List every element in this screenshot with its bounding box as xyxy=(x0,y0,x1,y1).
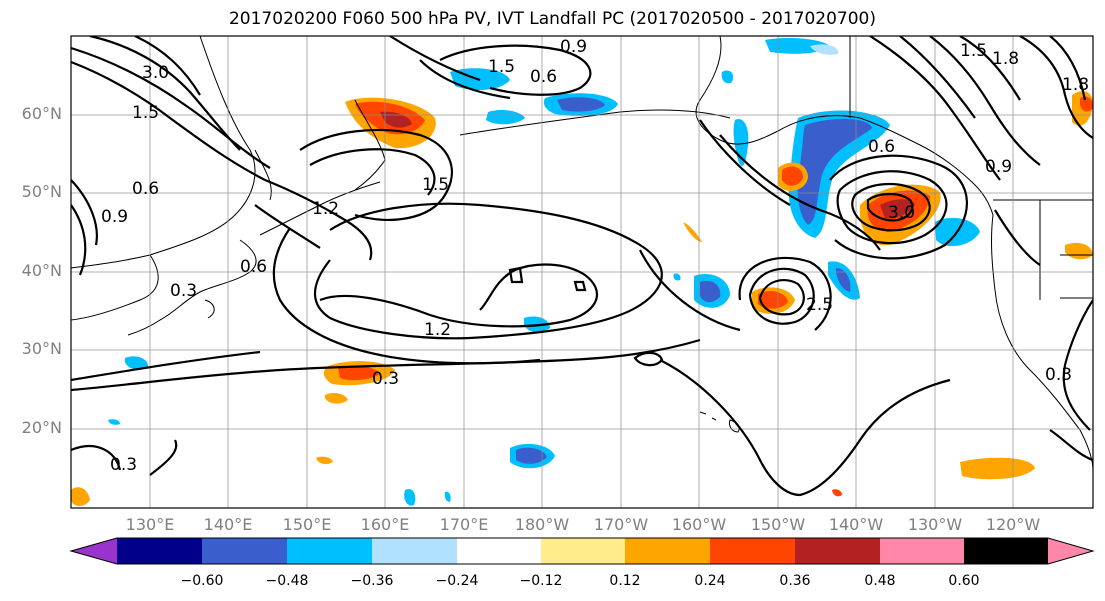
contour-label: 1.5 xyxy=(422,175,449,195)
contour-label: 1.8 xyxy=(992,49,1019,69)
lon-label: 130°W xyxy=(907,515,963,534)
pv-contours xyxy=(71,36,1093,497)
colorbar-tick-label: 0.12 xyxy=(609,573,641,589)
lon-label: 160°W xyxy=(671,515,727,534)
colorbar-tick-label: 0.36 xyxy=(779,573,811,589)
lon-label: 140°W xyxy=(828,515,884,534)
lon-label: 170°W xyxy=(593,515,649,534)
lon-label: 130°E xyxy=(125,515,175,534)
contour-label: 0.6 xyxy=(530,67,557,87)
contour-label: 0.3 xyxy=(170,281,197,301)
contour-label: 0.9 xyxy=(985,157,1012,177)
lat-label: 30°N xyxy=(21,339,62,358)
contour-label: 1.2 xyxy=(424,320,451,340)
contour-label: 1.5 xyxy=(488,57,515,77)
lon-label: 160°E xyxy=(360,515,410,534)
contour-label-layer: 3.0 1.5 0.6 0.9 1.2 1.5 0.6 0.3 1.2 0.3 … xyxy=(101,37,1089,475)
colorbar-segment xyxy=(117,538,202,564)
contour-label: 0.3 xyxy=(1045,365,1072,385)
lat-label: 20°N xyxy=(21,418,62,437)
lon-label: 150°W xyxy=(750,515,806,534)
colorbar-segment xyxy=(287,538,372,564)
map-title: 2017020200 F060 500 hPa PV, IVT Landfall… xyxy=(228,9,876,29)
colorbar-extend-low xyxy=(71,538,117,564)
contour-label: 0.6 xyxy=(132,179,159,199)
colorbar-tick-label: 0.24 xyxy=(694,573,726,589)
colorbar-segment xyxy=(541,538,625,564)
colorbar-tick-label: −0.60 xyxy=(180,573,224,589)
colorbar-extend-high xyxy=(1048,538,1093,564)
colorbar-tick-label: 0.60 xyxy=(948,573,980,589)
colorbar-outline xyxy=(69,537,1095,565)
colorbar-tick-label: −0.48 xyxy=(265,573,309,589)
contour-label: 0.9 xyxy=(101,207,128,227)
contour-label: 0.3 xyxy=(110,455,137,475)
colorbar-segment xyxy=(457,538,541,564)
contour-label: 0.6 xyxy=(240,257,267,277)
colorbar-segment xyxy=(372,538,457,564)
contour-label: 1.2 xyxy=(312,199,339,219)
colorbar-segment xyxy=(202,538,287,564)
contour-label: 0.6 xyxy=(868,137,895,157)
lat-label: 50°N xyxy=(21,182,62,201)
contour-label: 1.8 xyxy=(1062,75,1089,95)
contour-label: 3.0 xyxy=(142,63,169,83)
map-frame xyxy=(70,35,1094,509)
lat-label: 60°N xyxy=(21,104,62,123)
contour-label: 2.5 xyxy=(806,295,833,315)
lat-label: 40°N xyxy=(21,261,62,280)
lon-label: 150°E xyxy=(282,515,332,534)
colorbar-tick-label: −0.24 xyxy=(435,573,479,589)
lon-label: 180°W xyxy=(514,515,570,534)
colorbar-segment xyxy=(710,538,795,564)
colorbar xyxy=(69,537,1095,565)
colorbar-segment xyxy=(795,538,880,564)
lon-label: 140°E xyxy=(203,515,253,534)
contour-label: 3.0 xyxy=(888,203,915,223)
contour-label: 1.5 xyxy=(960,41,987,61)
colorbar-tick-label: −0.12 xyxy=(519,573,563,589)
colorbar-tick-label: 0.48 xyxy=(864,573,896,589)
contour-label: 0.3 xyxy=(372,369,399,389)
colorbar-segment xyxy=(880,538,964,564)
colorbar-segment xyxy=(964,538,1048,564)
lon-label: 120°W xyxy=(985,515,1041,534)
colorbar-segment xyxy=(625,538,710,564)
graticule xyxy=(71,36,1093,508)
colorbar-tick-label: −0.36 xyxy=(350,573,394,589)
contour-label: 1.5 xyxy=(132,103,159,123)
contour-label: 0.9 xyxy=(560,37,587,57)
lon-label: 170°E xyxy=(439,515,489,534)
